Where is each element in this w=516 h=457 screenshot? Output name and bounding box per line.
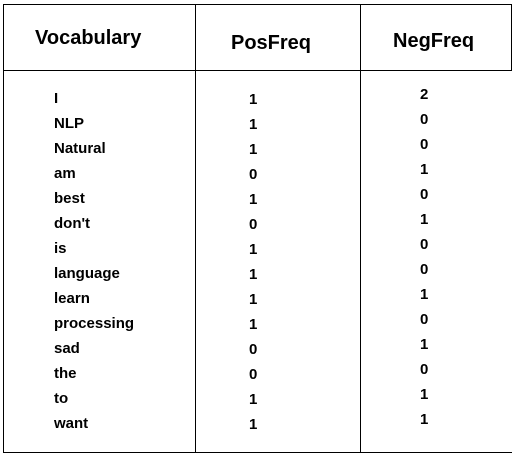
table-top-border — [3, 4, 360, 5]
header-posfreq: PosFreq — [231, 32, 312, 54]
posfreq-cell: 1 — [249, 391, 258, 408]
vocab-cell: sad — [54, 340, 80, 357]
vocab-cell: want — [54, 415, 89, 432]
posfreq-cell: 0 — [249, 166, 258, 183]
posfreq-cell: 0 — [249, 216, 258, 233]
header-divider — [3, 70, 512, 71]
vocab-cell: best — [54, 190, 85, 207]
vocab-cell: language — [54, 265, 120, 282]
table-frame — [3, 4, 512, 453]
vocab-cell: learn — [54, 290, 90, 307]
vocab-cell: to — [54, 390, 69, 407]
vocab-cell: is — [54, 240, 67, 257]
vocab-cell: am — [54, 165, 76, 182]
header-right-border — [511, 4, 512, 70]
negfreq-cell: 1 — [420, 161, 429, 178]
posfreq-cell: 1 — [249, 316, 258, 333]
negfreq-cell: 1 — [420, 386, 429, 403]
posfreq-cell: 1 — [249, 191, 258, 208]
posfreq-column: 1 1 1 0 1 0 1 1 1 1 0 0 1 1 — [249, 87, 257, 437]
negfreq-cell: 1 — [420, 411, 429, 428]
posfreq-cell: 1 — [249, 241, 258, 258]
vocab-cell: processing — [54, 315, 135, 332]
negfreq-cell: 1 — [420, 336, 429, 353]
negfreq-cell: 1 — [420, 286, 429, 303]
vocabulary-column: I NLP Natural am best don't is language … — [54, 86, 134, 436]
posfreq-cell: 1 — [249, 91, 258, 108]
header-vocabulary: Vocabulary — [35, 27, 142, 49]
negfreq-cell: 0 — [420, 236, 429, 253]
negfreq-cell: 0 — [420, 261, 429, 278]
column-divider-2 — [360, 4, 361, 453]
header-negfreq: NegFreq — [393, 30, 475, 52]
negfreq-cell: 0 — [420, 111, 429, 128]
negfreq-column: 2 0 0 1 0 1 0 0 1 0 1 0 1 1 — [420, 82, 428, 432]
posfreq-cell: 1 — [249, 141, 258, 158]
negfreq-cell: 0 — [420, 361, 429, 378]
posfreq-cell: 0 — [249, 341, 258, 358]
negfreq-cell: 2 — [420, 86, 429, 103]
negfreq-cell: 1 — [420, 211, 429, 228]
posfreq-cell: 0 — [249, 366, 258, 383]
vocab-cell: I — [54, 90, 59, 107]
vocab-cell: NLP — [54, 115, 84, 132]
vocab-cell: don't — [54, 215, 91, 232]
posfreq-cell: 1 — [249, 266, 258, 283]
table-top-border-right — [361, 4, 512, 5]
column-divider-1 — [195, 4, 196, 453]
negfreq-cell: 0 — [420, 186, 429, 203]
vocab-cell: Natural — [54, 140, 106, 157]
posfreq-cell: 1 — [249, 416, 258, 433]
negfreq-cell: 0 — [420, 136, 429, 153]
negfreq-cell: 0 — [420, 311, 429, 328]
vocab-cell: the — [54, 365, 77, 382]
posfreq-cell: 1 — [249, 116, 258, 133]
posfreq-cell: 1 — [249, 291, 258, 308]
